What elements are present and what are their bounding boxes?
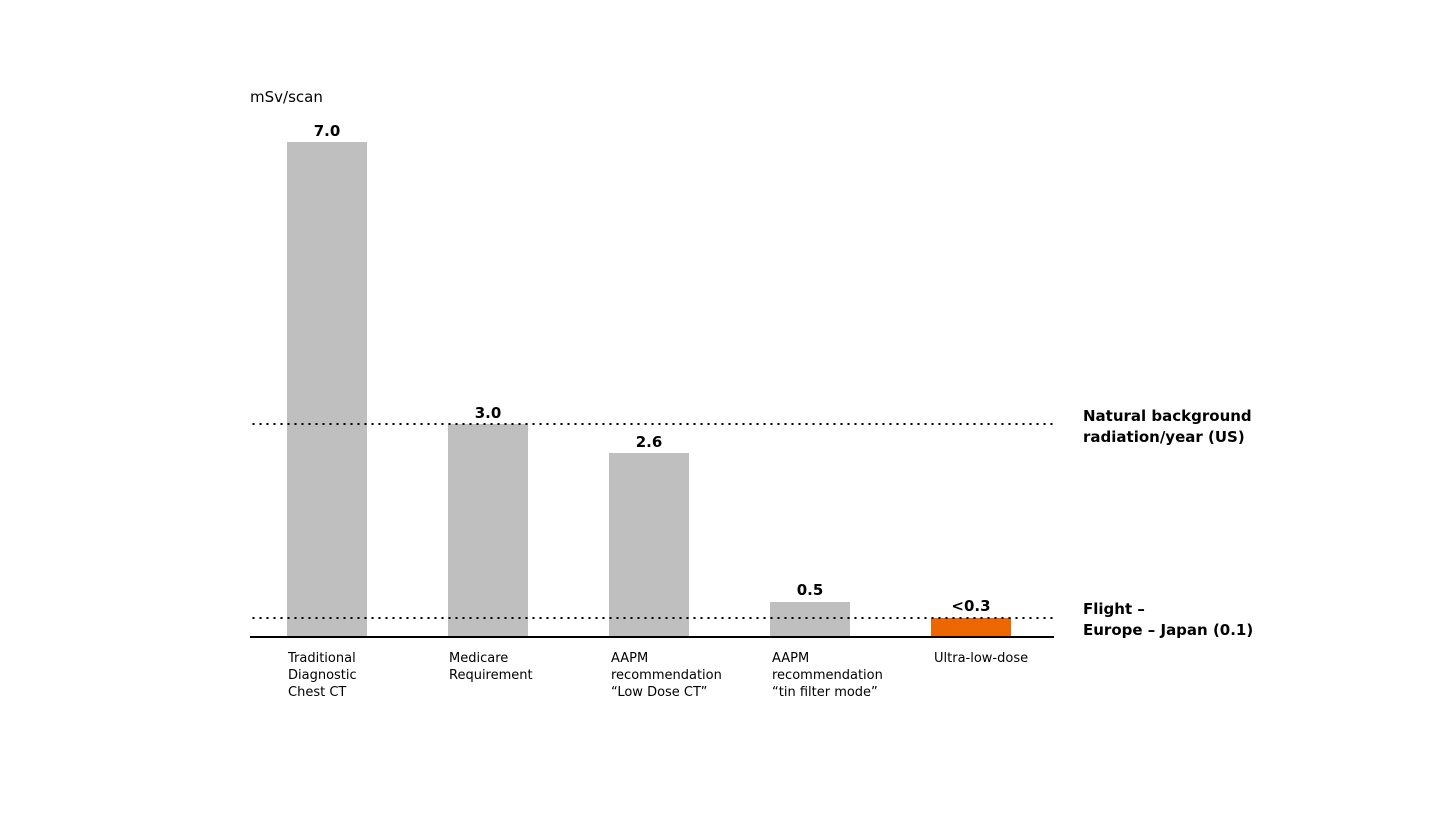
bar-traditional-ct — [287, 142, 367, 637]
reference-line-background — [250, 423, 1054, 425]
value-label: 3.0 — [474, 404, 502, 422]
value-label: 7.0 — [313, 122, 341, 140]
value-label: 2.6 — [635, 433, 663, 451]
category-label: Ultra-low-dose — [934, 651, 1029, 666]
bar-aapm-tin-filter — [770, 602, 850, 637]
value-label: <0.3 — [951, 597, 991, 615]
value-label: 0.5 — [796, 581, 824, 599]
x-axis-baseline — [250, 636, 1054, 638]
reference-line-flight — [250, 617, 1054, 619]
bar-aapm-low-dose — [609, 453, 689, 637]
category-label: AAPM recommendation “tin filter mode” — [772, 651, 883, 700]
reference-label-background: Natural background radiation/year (US) — [1083, 407, 1252, 446]
bar-ultra-low-dose — [931, 618, 1011, 637]
reference-label-flight: Flight – Europe – Japan (0.1) — [1083, 600, 1254, 639]
category-label: Medicare Requirement — [449, 651, 533, 683]
bar-medicare — [448, 424, 528, 637]
category-label: AAPM recommendation “Low Dose CT” — [611, 651, 722, 700]
y-axis-unit-label: mSv/scan — [250, 88, 323, 106]
category-label: Traditional Diagnostic Chest CT — [288, 651, 357, 700]
